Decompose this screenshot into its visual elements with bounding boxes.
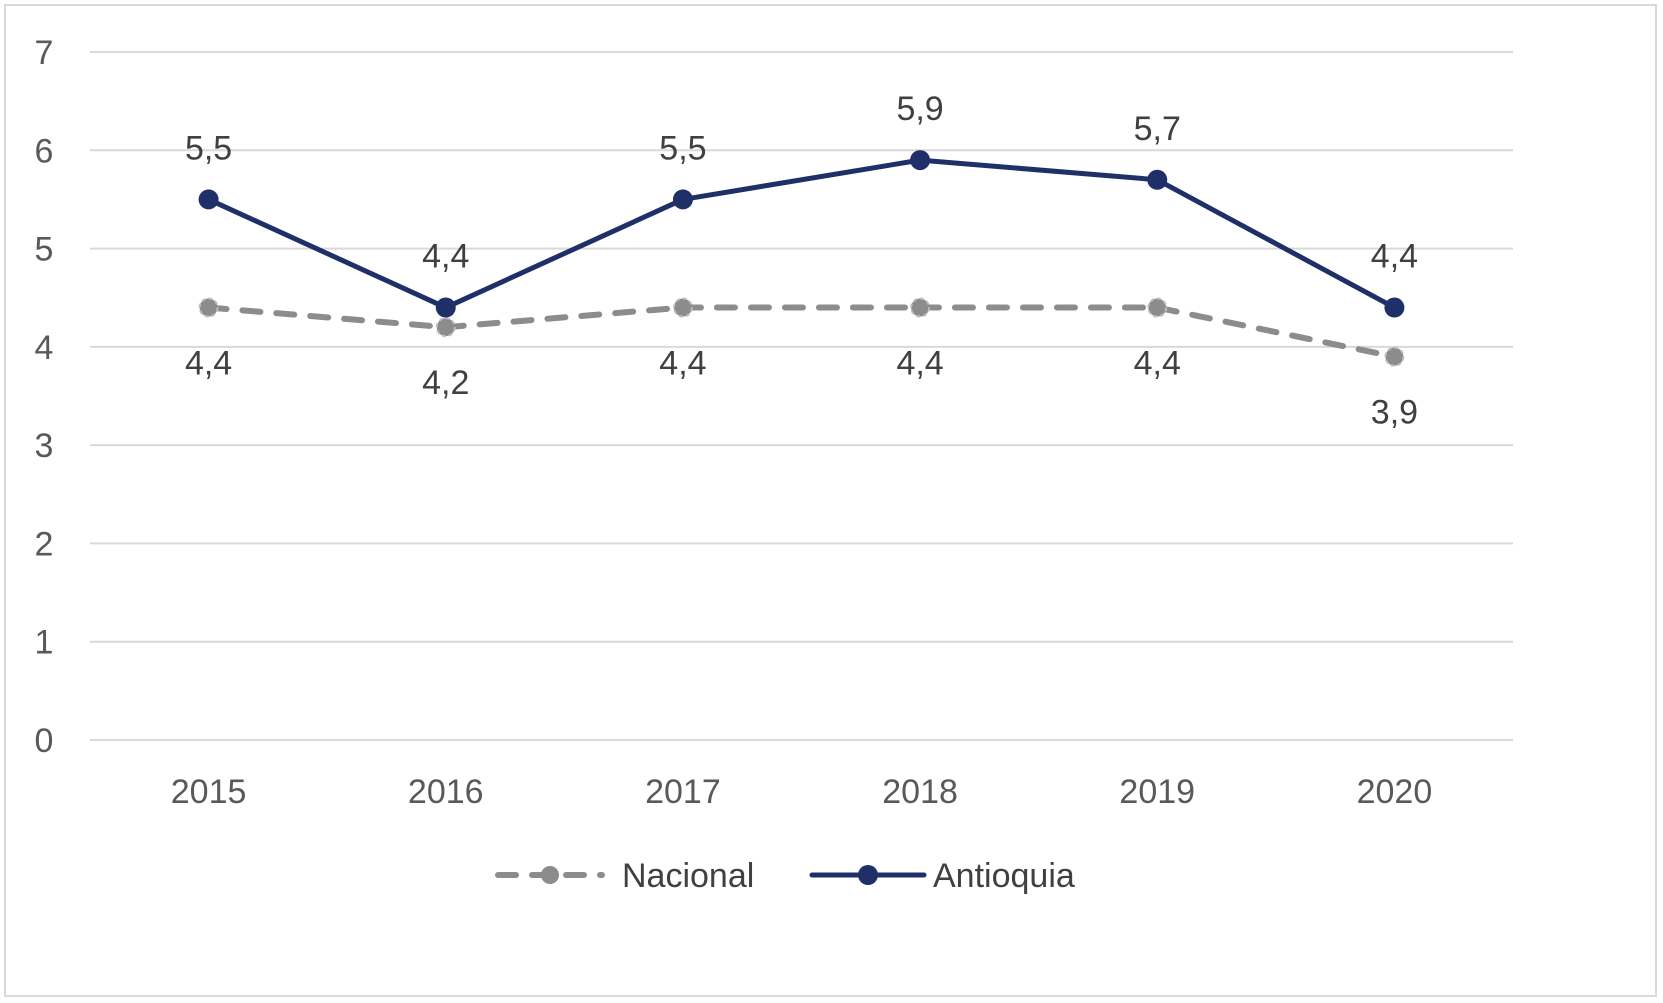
- data-label-antioquia-2017: 5,5: [659, 129, 706, 167]
- y-tick-label-5: 5: [35, 231, 54, 269]
- legend-swatch-marker-antioquia: [858, 865, 878, 885]
- y-tick-label-2: 2: [35, 525, 54, 563]
- series-line-nacional: [205, 304, 1398, 360]
- data-label-antioquia-2018: 5,9: [896, 90, 943, 128]
- data-labels: 4,4 4,2 4,4 4,4 4,4 3,9 5,5 4,4 5,5 5,9 5,7 4,4: [185, 90, 1418, 432]
- legend-item-antioquia: Antioquia: [809, 857, 1075, 895]
- data-label-antioquia-2020: 4,4: [1371, 238, 1418, 276]
- point-nacional-2017: [672, 297, 693, 318]
- gridlines: [90, 51, 1513, 741]
- x-axis-tick-labels: 2015 2016 2017 2018 2019 2020: [171, 773, 1432, 811]
- point-antioquia-2017: [672, 189, 693, 210]
- x-tick-label-2015: 2015: [171, 773, 247, 811]
- point-nacional-2019: [1147, 297, 1168, 318]
- y-tick-label-3: 3: [35, 427, 54, 465]
- data-label-antioquia-2016: 4,4: [422, 238, 469, 276]
- legend-label-antioquia: Antioquia: [933, 857, 1075, 895]
- legend: Nacional Antioquia: [495, 857, 1075, 895]
- point-nacional-2020: [1384, 346, 1405, 367]
- point-nacional-2015: [198, 297, 219, 318]
- data-label-nacional-2019: 4,4: [1134, 345, 1181, 383]
- x-tick-label-2019: 2019: [1119, 773, 1195, 811]
- y-tick-label-4: 4: [35, 329, 54, 367]
- point-nacional-2016: [435, 317, 456, 338]
- data-label-nacional-2020: 3,9: [1371, 394, 1418, 432]
- point-antioquia-2020: [1384, 297, 1405, 318]
- data-label-nacional-2016: 4,2: [422, 364, 469, 402]
- data-label-antioquia-2019: 5,7: [1134, 110, 1181, 148]
- legend-item-nacional: Nacional: [495, 857, 754, 895]
- y-tick-label-0: 0: [35, 722, 54, 760]
- data-label-nacional-2015: 4,4: [185, 345, 232, 383]
- x-tick-label-2020: 2020: [1357, 773, 1433, 811]
- series-line-antioquia: [206, 157, 1397, 311]
- y-tick-label-1: 1: [35, 624, 54, 662]
- x-tick-label-2016: 2016: [408, 773, 484, 811]
- legend-swatch-marker-nacional: [541, 866, 559, 884]
- data-label-antioquia-2015: 5,5: [185, 129, 232, 167]
- y-axis-tick-labels: 0 1 2 3 4 5 6 7: [35, 34, 54, 760]
- data-label-nacional-2018: 4,4: [896, 345, 943, 383]
- point-nacional-2018: [910, 297, 931, 318]
- chart-frame: 0 1 2 3 4 5 6 7 2015 2016 2017 2018 2019 2020 4,4 4,2…: [4, 4, 1657, 997]
- data-label-nacional-2017: 4,4: [659, 345, 706, 383]
- x-tick-label-2017: 2017: [645, 773, 721, 811]
- point-antioquia-2015: [198, 189, 219, 210]
- point-antioquia-2019: [1147, 169, 1168, 190]
- series: [198, 150, 1405, 367]
- y-tick-label-6: 6: [35, 132, 54, 170]
- point-antioquia-2016: [435, 297, 456, 318]
- point-antioquia-2018: [910, 150, 931, 171]
- legend-label-nacional: Nacional: [622, 857, 754, 895]
- line-chart: 0 1 2 3 4 5 6 7 2015 2016 2017 2018 2019 2020 4,4 4,2…: [35, 34, 1513, 895]
- x-tick-label-2018: 2018: [882, 773, 958, 811]
- y-tick-label-7: 7: [35, 34, 54, 72]
